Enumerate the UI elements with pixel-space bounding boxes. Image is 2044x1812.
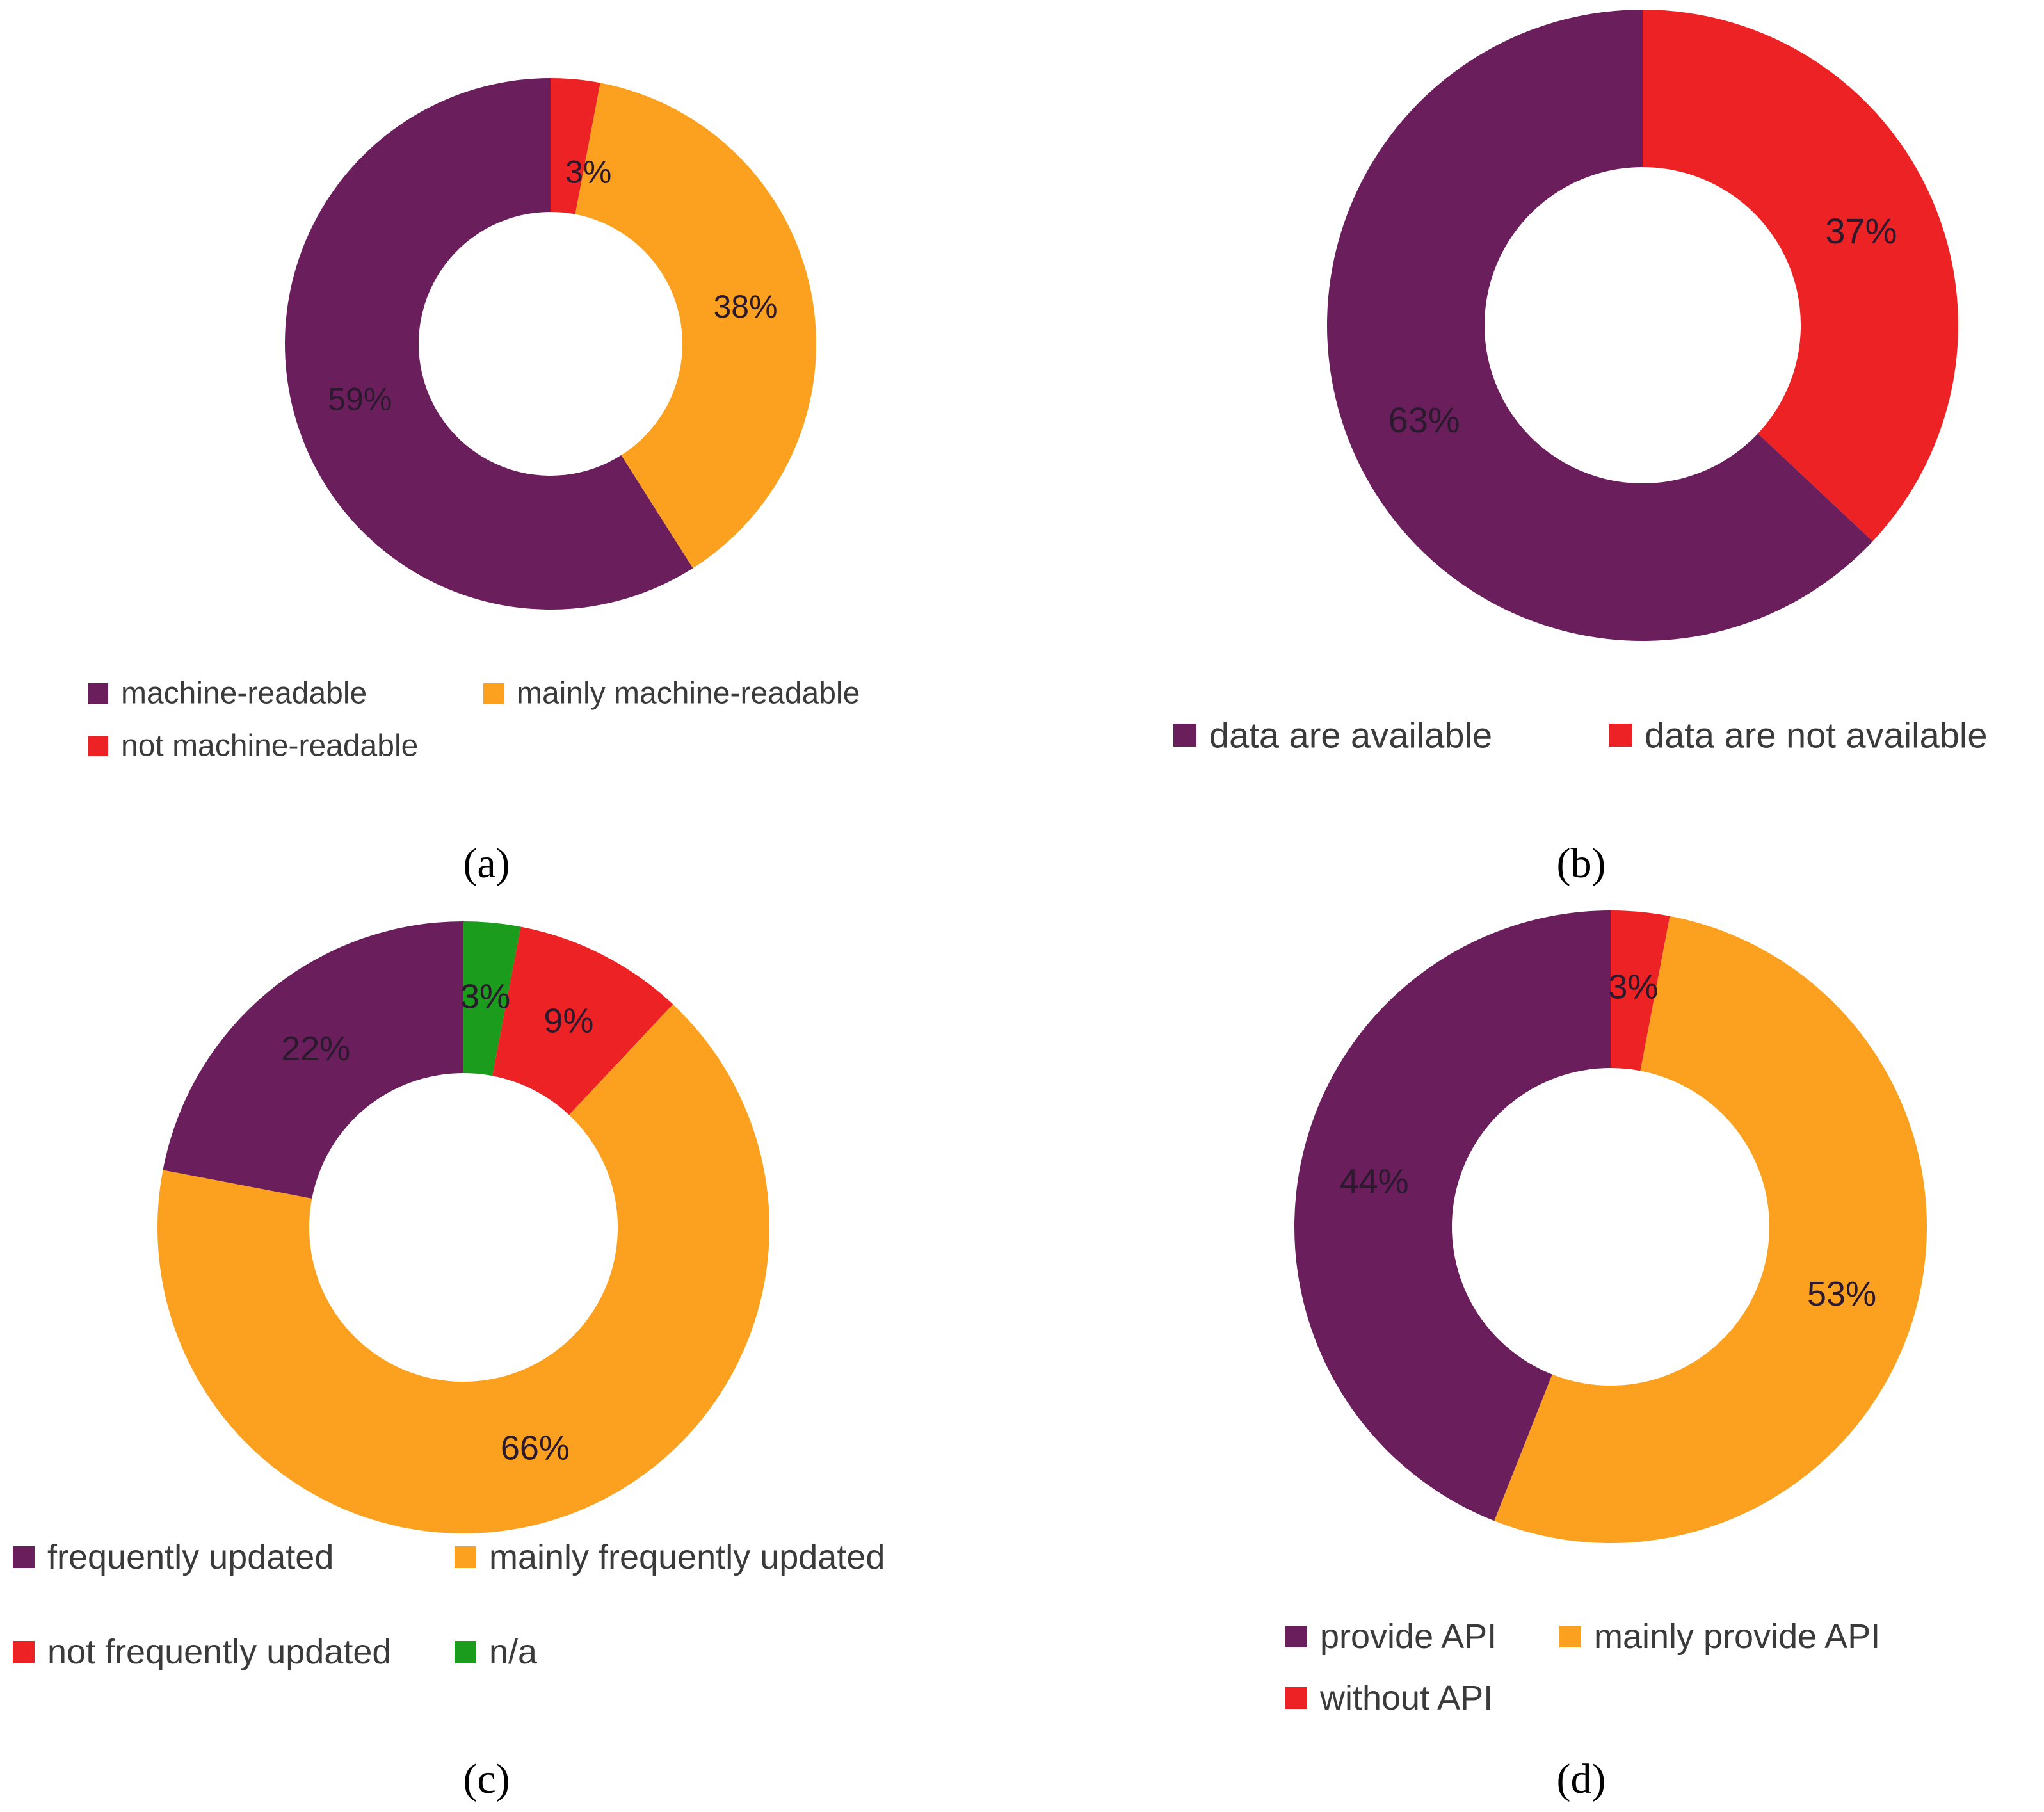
panel-d-slice-labels: 3% 53% 44% — [1340, 968, 1877, 1313]
panel-b-slice-data-are-available — [1327, 10, 1873, 641]
panel-b-legend: data are available data are not available — [1173, 715, 1988, 756]
panel-a-slice-label-mainly-machine-readable: 38% — [713, 289, 777, 325]
panel-a-legend-label-mainly-machine-readable: mainly machine-readable — [517, 677, 860, 711]
panel-a-legend-swatch-machine-readable — [88, 683, 108, 704]
panel-d-slice-label-mainly-provide-api: 53% — [1807, 1275, 1876, 1313]
panel-d-slice-mainly-provide-api — [1494, 916, 1927, 1543]
panel-a-slices — [285, 78, 817, 610]
panel-c-legend: frequently updated mainly frequently upda… — [13, 1538, 885, 1671]
panel-c-slice-n-a — [463, 921, 521, 1076]
panel-d-legend-label-provide-api: provide API — [1320, 1617, 1497, 1656]
panel-b-legend-label-data-are-available: data are available — [1209, 715, 1492, 756]
panel-c-legend-swatch-mainly-frequently-updated — [455, 1546, 476, 1568]
panel-a-caption: (a) — [463, 840, 510, 887]
panel-d-legend-swatch-mainly-provide-api — [1559, 1626, 1581, 1647]
panel-d-slice-label-provide-api: 44% — [1340, 1163, 1409, 1201]
panel-c-legend-label-mainly-frequently-updated: mainly frequently updated — [489, 1538, 885, 1576]
panel-a-legend-label-not-machine-readable: not machine-readable — [121, 729, 418, 763]
panel-c-slice-frequently-updated — [163, 921, 464, 1199]
panel-c-slice-labels: 3% 9% 66% 22% — [281, 978, 593, 1468]
panel-d-slice-provide-api — [1294, 910, 1611, 1521]
panel-d-legend-swatch-without-api — [1285, 1687, 1307, 1709]
panel-a-slice-label-not-machine-readable: 3% — [565, 154, 611, 190]
panel-b-slice-label-data-are-not-available: 37% — [1825, 211, 1897, 251]
panel-c-legend-swatch-not-frequently-updated — [13, 1641, 35, 1663]
panel-d-legend: provide API mainly provide API without API — [1285, 1617, 1880, 1717]
panel-c-legend-swatch-frequently-updated — [13, 1546, 35, 1568]
panel-d-slice-without-api — [1611, 910, 1670, 1071]
panel-c-slice-label-n-a: 3% — [460, 978, 510, 1016]
panel-a-legend-swatch-mainly-machine-readable — [483, 683, 504, 704]
panel-c-legend-swatch-n-a — [455, 1641, 476, 1663]
panel-c-legend-label-frequently-updated: frequently updated — [47, 1538, 334, 1576]
panel-b-slices — [1327, 10, 1958, 641]
panel-b-slice-labels: 37% 63% — [1388, 211, 1897, 440]
panel-b-legend-label-data-are-not-available: data are not available — [1645, 715, 1988, 756]
panel-d-caption: (d) — [1557, 1756, 1606, 1802]
panel-b-slice-label-data-are-available: 63% — [1388, 400, 1460, 440]
panel-b-legend-swatch-data-are-available — [1173, 724, 1196, 747]
panel-a-slice-mainly-machine-readable — [575, 83, 817, 569]
panel-d-legend-label-mainly-provide-api: mainly provide API — [1594, 1617, 1880, 1656]
panel-c-chart: 3% 9% 66% 22% frequently updated mainly freq… — [13, 921, 885, 1802]
panel-b-chart: 37% 63% data are available data are not av… — [1173, 10, 1988, 887]
panel-d-legend-label-without-api: without API — [1319, 1679, 1493, 1717]
panel-b-legend-swatch-data-are-not-available — [1609, 724, 1632, 747]
panel-a-legend-label-machine-readable: machine-readable — [121, 677, 367, 711]
panel-a-legend: machine-readable mainly machine-readable n… — [88, 677, 860, 763]
panel-c-slice-label-frequently-updated: 22% — [281, 1030, 350, 1068]
panel-a-chart: 3% 38% 59% machine-readable mainly machine-… — [88, 78, 860, 887]
panel-c-slice-label-not-frequently-updated: 9% — [543, 1001, 593, 1040]
panel-c-legend-label-not-frequently-updated: not frequently updated — [47, 1633, 391, 1671]
panel-b-slice-data-are-not-available — [1643, 10, 1958, 542]
panel-d-chart: 3% 53% 44% provide API mainly provide API wi… — [1285, 910, 1927, 1802]
panel-d-legend-swatch-provide-api — [1285, 1626, 1307, 1647]
panel-c-slice-not-frequently-updated — [492, 926, 673, 1115]
panel-d-slice-label-without-api: 3% — [1608, 968, 1658, 1007]
panel-a-slice-not-machine-readable — [551, 78, 600, 214]
panel-d-slices — [1294, 910, 1927, 1543]
panel-c-slice-label-mainly-frequently-updated: 66% — [501, 1428, 570, 1467]
panel-b-caption: (b) — [1557, 840, 1606, 887]
panel-a-slice-machine-readable — [285, 78, 693, 610]
panel-a-slice-labels: 3% 38% 59% — [328, 154, 777, 417]
panel-c-slice-mainly-frequently-updated — [157, 1004, 769, 1533]
panel-c-slices — [157, 921, 769, 1533]
panel-a-legend-swatch-not-machine-readable — [88, 736, 108, 756]
panel-a-slice-label-machine-readable: 59% — [328, 381, 392, 417]
panel-c-legend-label-n-a: n/a — [489, 1633, 538, 1671]
panel-c-caption: (c) — [463, 1756, 510, 1802]
